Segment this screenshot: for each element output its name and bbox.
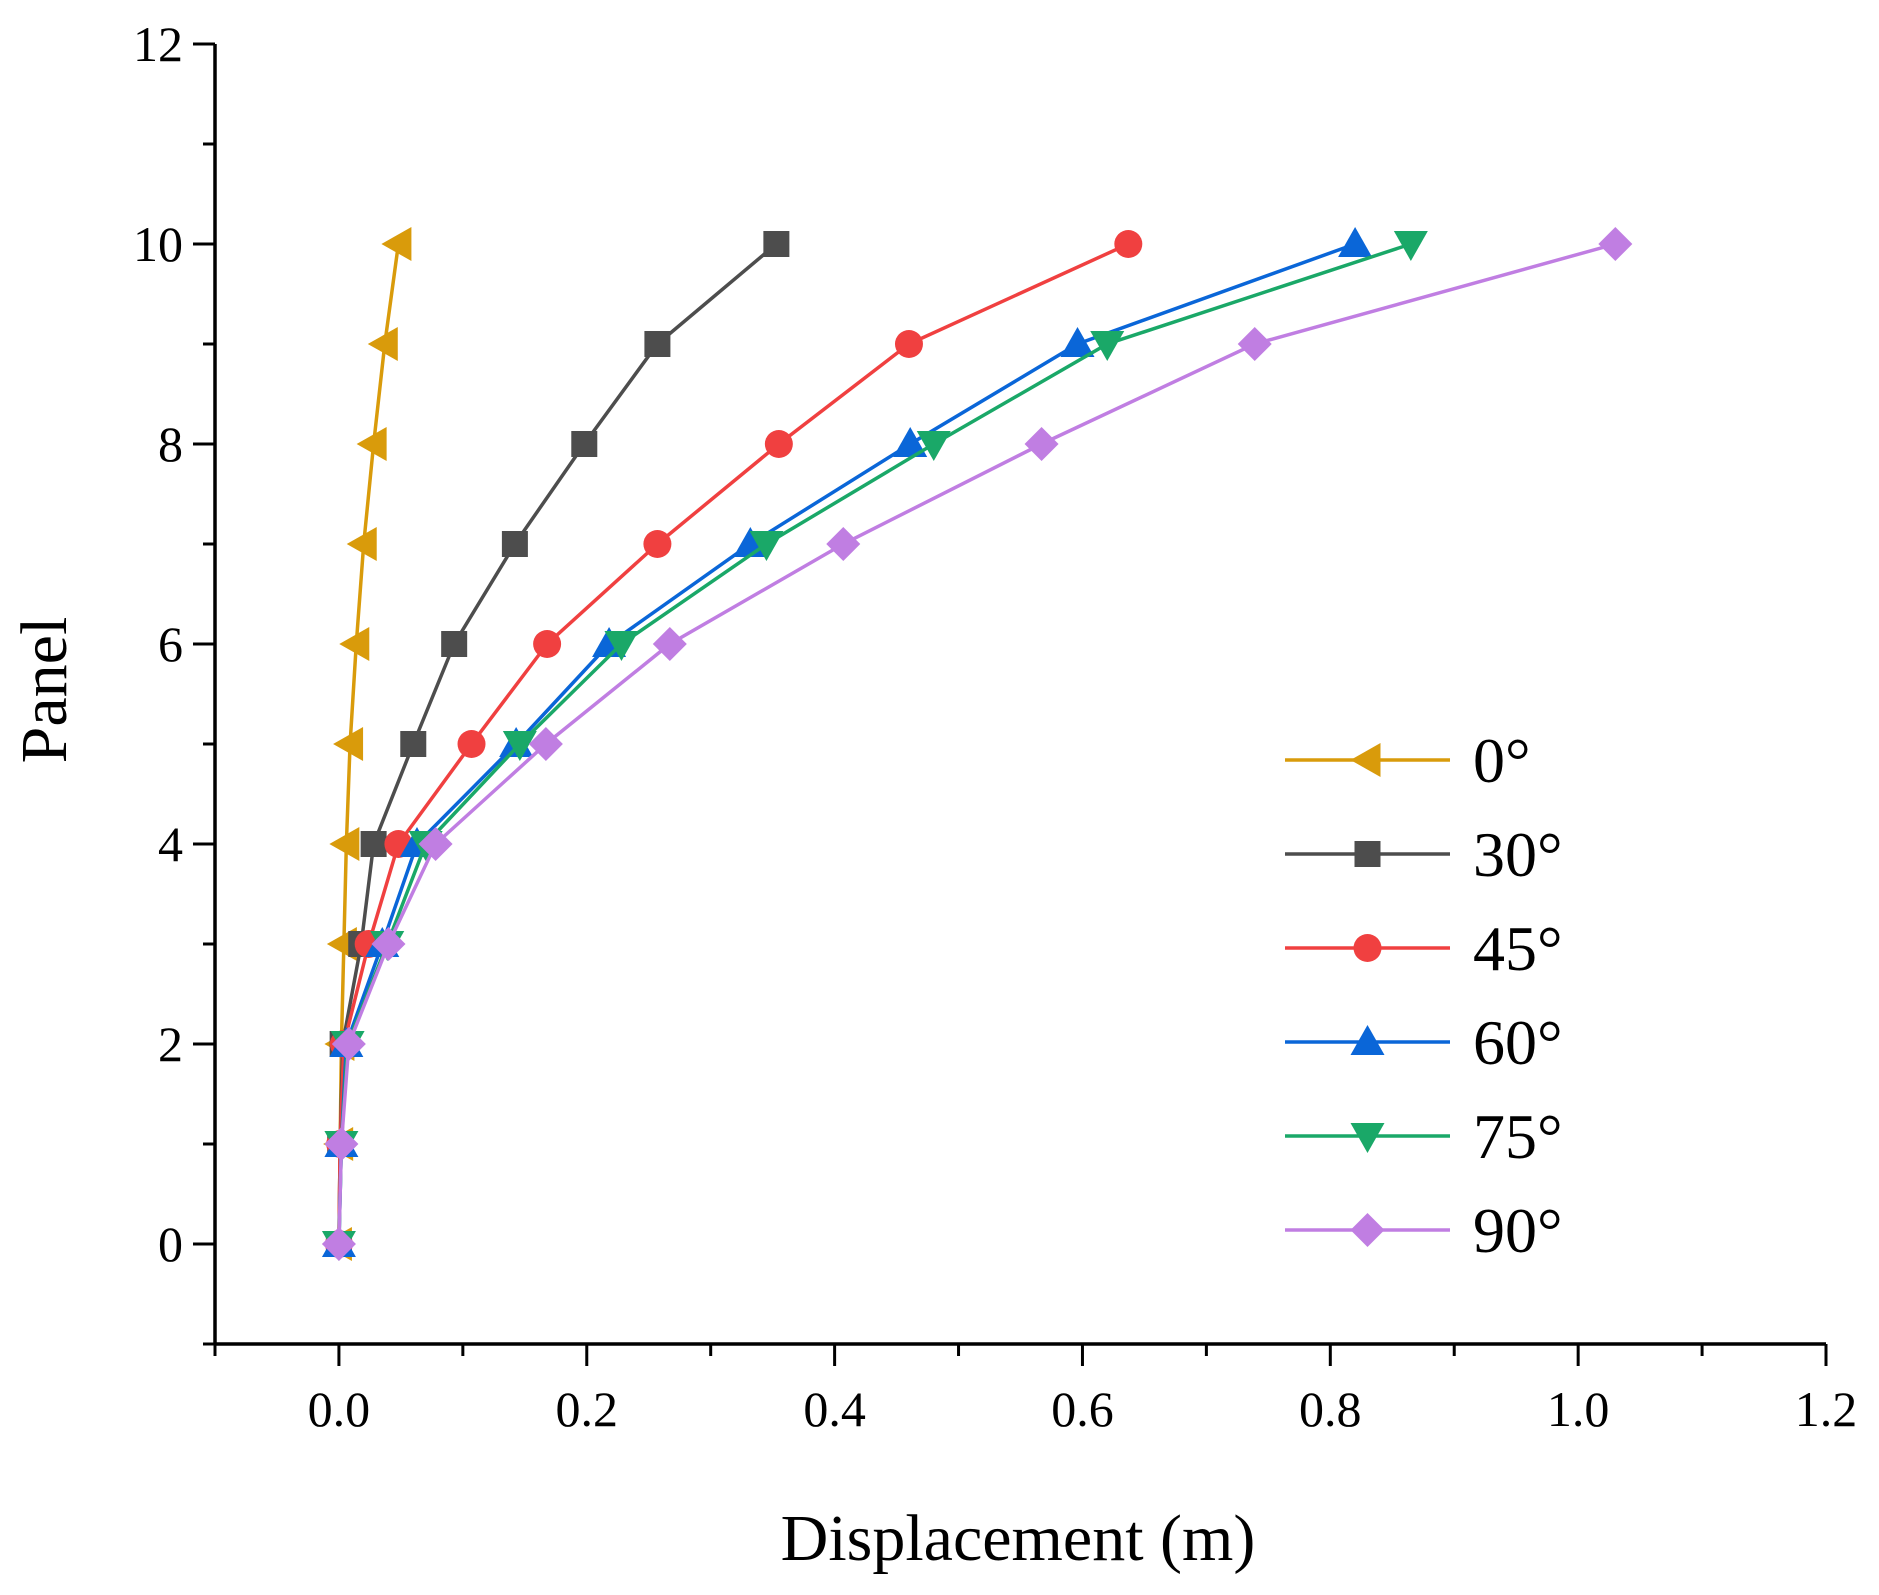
legend-label: 60°: [1473, 1007, 1563, 1078]
legend-item: 30°: [1285, 819, 1563, 890]
data-point: [346, 527, 377, 561]
x-tick-label: 0.4: [803, 1381, 866, 1437]
legend-marker: [1350, 1213, 1385, 1247]
data-point: [763, 231, 790, 257]
x-tick-label: 0.8: [1299, 1381, 1362, 1437]
y-tick-label: 6: [158, 616, 183, 672]
x-tick-label: 1.0: [1547, 1381, 1610, 1437]
x-tick-label: 0.6: [1051, 1381, 1114, 1437]
y-tick-label: 0: [158, 1216, 183, 1272]
x-tick-label: 0.2: [556, 1381, 619, 1437]
x-axis-title: Displacement (m): [781, 1502, 1256, 1575]
data-point: [418, 827, 453, 861]
data-point: [1237, 327, 1272, 361]
axes: 0.0 0.2 0.4 0.6 0.8 1.0 1.2 0 2 4 6 8 10 12: [133, 16, 1857, 1437]
series-5: [321, 227, 1633, 1261]
legend-marker: [1354, 841, 1381, 867]
data-point: [360, 831, 387, 857]
series-4: [321, 231, 1428, 1261]
y-tick-label: 8: [158, 416, 183, 472]
data-point: [1598, 227, 1633, 261]
data-point: [321, 1227, 356, 1261]
data-point: [764, 430, 793, 458]
data-point: [356, 427, 387, 461]
data-point: [528, 727, 563, 761]
legend-item: 90°: [1285, 1195, 1563, 1266]
legend-item: 60°: [1285, 1007, 1563, 1078]
data-point: [400, 731, 427, 757]
data-point: [333, 727, 364, 761]
legend-label: 90°: [1473, 1195, 1563, 1266]
legend-marker: [1353, 934, 1382, 962]
data-point: [1090, 331, 1125, 361]
legend-marker: [1350, 1025, 1385, 1055]
series-line: [337, 242, 1356, 1245]
series-0: [321, 227, 412, 1261]
y-tick-label: 2: [158, 1016, 183, 1072]
data-point: [1024, 427, 1059, 461]
data-point: [916, 431, 951, 461]
legend-item: 0°: [1285, 725, 1531, 796]
data-point: [894, 330, 923, 358]
series-2: [324, 230, 1143, 1258]
data-point: [367, 327, 398, 361]
data-point: [644, 331, 671, 357]
data-point: [441, 631, 468, 657]
series-line: [337, 242, 1412, 1245]
data-point: [1393, 231, 1428, 261]
data-point: [457, 730, 486, 758]
data-point: [604, 631, 639, 661]
legend-label: 0°: [1473, 725, 1531, 796]
data-point: [329, 827, 360, 861]
data-point: [643, 530, 672, 558]
data-point: [339, 627, 370, 661]
data-point: [1060, 327, 1095, 357]
data-point: [533, 630, 562, 658]
legend-label: 30°: [1473, 819, 1563, 890]
y-tick-label: 4: [158, 816, 183, 872]
data-point: [749, 531, 784, 561]
data-point: [893, 427, 928, 457]
data-point: [501, 531, 528, 557]
data-point: [331, 1027, 366, 1061]
data-point: [1114, 230, 1143, 258]
legend-marker: [1350, 743, 1381, 777]
series-layer: [321, 227, 1633, 1261]
legend-marker: [1350, 1123, 1385, 1153]
y-tick-label: 12: [133, 16, 183, 72]
x-tick-label: 1.2: [1795, 1381, 1858, 1437]
data-point: [324, 1127, 359, 1161]
legend-item: 45°: [1285, 913, 1563, 984]
data-point: [371, 927, 406, 961]
series-line: [337, 242, 1130, 1245]
data-point: [652, 627, 687, 661]
x-tick-label: 0.0: [308, 1381, 371, 1437]
legend-label: 45°: [1473, 913, 1563, 984]
data-point: [502, 731, 537, 761]
legend-label: 75°: [1473, 1101, 1563, 1172]
data-point: [381, 227, 412, 261]
y-axis-title: Panel: [8, 617, 81, 764]
data-point: [826, 527, 861, 561]
y-tick-label: 10: [133, 216, 183, 272]
data-point: [571, 431, 598, 457]
data-point: [1338, 227, 1373, 257]
legend: 0° 30° 45° 60° 75° 90°: [1285, 725, 1563, 1266]
legend-item: 75°: [1285, 1101, 1563, 1172]
